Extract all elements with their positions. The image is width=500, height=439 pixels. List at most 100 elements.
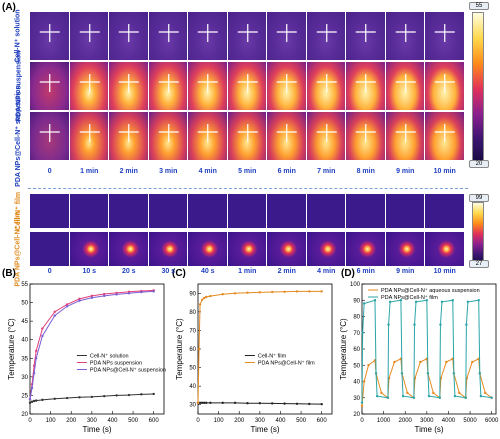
data-point [425, 299, 429, 302]
data-point [271, 290, 274, 294]
y-tick-label: 40 [21, 338, 28, 344]
data-point [308, 290, 311, 293]
thermal-image [425, 194, 465, 228]
data-point [78, 396, 81, 399]
thermal-image [346, 232, 386, 266]
data-point [209, 294, 212, 298]
data-point [295, 402, 299, 405]
thermal-image [109, 232, 149, 266]
y-tick-label: 90 [353, 298, 360, 304]
data-point [360, 404, 364, 408]
data-point [34, 399, 38, 402]
x-tick-label: 5000 [463, 418, 477, 424]
data-point [362, 302, 366, 305]
thermal-image [188, 232, 228, 266]
series-line [29, 393, 154, 404]
thermal-image [227, 194, 267, 228]
thermal-image [227, 12, 267, 60]
data-point [127, 393, 131, 397]
x-tick-label: 600 [317, 418, 328, 424]
data-point [246, 291, 249, 294]
thermal-image [148, 112, 188, 160]
x-tick-label: 600 [149, 418, 160, 424]
thermal-image [267, 232, 307, 266]
data-point [426, 372, 430, 375]
data-point [103, 394, 106, 398]
colorbar-top [472, 12, 484, 166]
colorbar-bottom-min: 27 [469, 260, 489, 268]
data-point [34, 357, 38, 360]
x-tick-label: 0 [360, 418, 364, 424]
time-label: 10 min [433, 168, 456, 175]
thermal-image [109, 62, 149, 110]
time-label: 6 min [277, 168, 296, 175]
thermal-image [425, 12, 465, 60]
thermal-image [306, 62, 346, 110]
thermal-image [188, 194, 228, 228]
y-tick-label: 45 [21, 319, 28, 325]
data-point [438, 396, 442, 399]
thermal-image [385, 112, 425, 160]
thermal-image [227, 112, 267, 160]
data-point [78, 299, 81, 302]
time-label: 5 min [238, 168, 257, 175]
thermal-image [267, 12, 307, 60]
separator-line [28, 188, 468, 189]
data-point [283, 402, 286, 405]
y-tick-label: 35 [21, 356, 28, 362]
y-axis-label: Temperature (°C) [7, 318, 16, 380]
thermal-image [30, 62, 70, 110]
thermal-image [425, 232, 465, 266]
data-point [440, 300, 444, 304]
thermal-image [346, 112, 386, 160]
data-point [127, 292, 131, 295]
data-point [375, 394, 379, 398]
data-point [412, 396, 416, 399]
data-point [221, 401, 224, 405]
data-point [90, 395, 94, 399]
time-label: 1 min [238, 268, 257, 275]
x-tick-label: 6000 [485, 418, 499, 424]
time-label: 20 s [121, 268, 136, 275]
data-point [221, 293, 224, 296]
x-tick-label: 500 [128, 418, 139, 424]
legend-label: PDA NPs@Cell-N⁺ film [258, 360, 315, 367]
data-point [400, 372, 404, 375]
data-point [373, 299, 377, 302]
time-label: 9 min [396, 268, 415, 275]
data-point [387, 323, 390, 326]
data-point [28, 397, 32, 401]
thermal-image [148, 62, 188, 110]
data-point [198, 401, 202, 405]
thermal-image [385, 12, 425, 60]
data-point [53, 397, 56, 400]
data-point [414, 300, 418, 304]
data-point [32, 371, 36, 375]
thermal-image [425, 62, 465, 110]
thermal-image [30, 12, 70, 60]
time-label: 3 min [159, 168, 178, 175]
time-label: 2 min [119, 168, 138, 175]
data-point [115, 293, 118, 296]
thermal-image [188, 112, 228, 160]
data-point [30, 386, 34, 390]
data-point [53, 310, 56, 314]
data-point [258, 402, 262, 405]
data-point [202, 401, 206, 405]
data-point [205, 401, 208, 405]
thermal-image [267, 194, 307, 228]
thermal-image [69, 112, 109, 160]
y-tick-label: 50 [21, 301, 28, 307]
colorbar-bottom-max: 99 [469, 194, 489, 202]
data-point [196, 401, 200, 405]
x-tick-label: 0 [28, 418, 32, 424]
thermal-image [306, 194, 346, 228]
legend-label: PDA NPs suspension [90, 361, 142, 367]
x-tick-label: 300 [255, 418, 266, 424]
x-axis-label: Time (s) [414, 425, 443, 434]
data-point [65, 396, 69, 400]
data-point [399, 299, 403, 302]
time-label: 4 min [317, 268, 336, 275]
chart-b: 0 100 200 300 400 500 600 20 25 30 35 40 45 50 55 Time … [7, 282, 166, 434]
data-point [464, 396, 467, 399]
